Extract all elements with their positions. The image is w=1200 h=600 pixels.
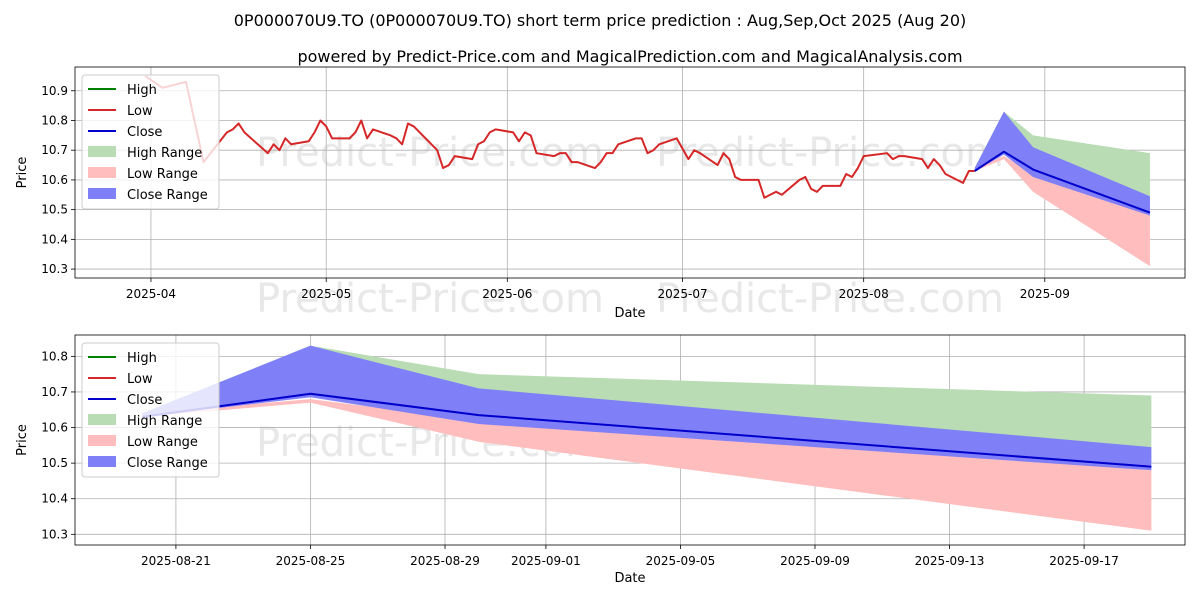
y-tick-label: 10.3	[41, 527, 68, 541]
low-range-band	[974, 156, 1150, 267]
legend-swatch-low-range	[88, 167, 116, 178]
top-panel: Predict-Price.com Predict-Price.com Predic…	[15, 66, 1186, 322]
legend-swatch-low-range	[88, 435, 116, 446]
legend-box	[81, 342, 220, 478]
legend-swatch-close-range	[88, 188, 116, 199]
plot-frame	[74, 66, 1186, 279]
x-tick-label: 2025-09-13	[915, 554, 985, 568]
x-tick-label: 2025-08-29	[410, 554, 480, 568]
legend-label: High Range	[127, 146, 202, 161]
legend-label: Close Range	[127, 188, 208, 203]
legend-label: Low Range	[127, 167, 198, 182]
legend: High Low Close High Range Low Range Close Ran…	[81, 74, 220, 210]
plot-frame	[74, 334, 1186, 546]
watermark: Predict-Price.com Predict-Price.com Predic…	[256, 130, 1004, 322]
x-tick-label: 2025-06	[482, 287, 532, 301]
watermark-text: Predict-Price.com	[656, 130, 1004, 176]
y-tick-label: 10.4	[41, 232, 68, 246]
chart-subtitle: powered by Predict-Price.com and Magical…	[297, 47, 962, 66]
y-tick-label: 10.6	[41, 173, 68, 187]
legend-label: Low	[127, 104, 153, 119]
y-tick-label: 10.8	[41, 113, 68, 127]
legend-label: Low Range	[127, 435, 198, 450]
bottom-panel: Predict-Price.comPredict-Price.com2025-0…	[15, 334, 1186, 586]
legend-label: Close	[127, 393, 162, 408]
legend-label: High Range	[127, 414, 202, 429]
watermark-text: Predict-Price.com	[256, 130, 604, 176]
low-series-line	[144, 75, 975, 199]
x-tick-label: 2025-08-25	[276, 554, 346, 568]
legend-swatch-close-range	[88, 456, 116, 467]
x-tick-label: 2025-05	[301, 287, 351, 301]
legend-label: Low	[127, 372, 153, 387]
chart-title: 0P000070U9.TO (0P000070U9.TO) short term…	[234, 11, 966, 30]
y-tick-label: 10.7	[41, 143, 68, 157]
x-tick-label: 2025-09	[1020, 287, 1070, 301]
x-axis-label: Date	[614, 571, 645, 586]
x-tick-label: 2025-09-17	[1049, 554, 1119, 568]
legend-swatch-high-range	[88, 414, 116, 425]
x-axis-label: Date	[614, 306, 645, 321]
legend-box	[81, 74, 220, 210]
x-tick-label: 2025-08-21	[141, 554, 211, 568]
x-tick-label: 2025-09-01	[511, 554, 581, 568]
x-tick-label: 2025-08	[839, 287, 889, 301]
y-tick-label: 10.6	[41, 421, 68, 435]
legend-label: High	[127, 83, 157, 98]
x-tick-label: 2025-04	[126, 287, 176, 301]
y-tick-label: 10.4	[41, 492, 68, 506]
low-range-band	[142, 399, 1152, 531]
x-tick-label: 2025-09-09	[780, 554, 850, 568]
legend-label: Close Range	[127, 456, 208, 471]
y-tick-label: 10.5	[41, 203, 68, 217]
y-tick-label: 10.9	[41, 84, 68, 98]
x-tick-label: 2025-07	[658, 287, 708, 301]
x-tick-label: 2025-09-05	[646, 554, 716, 568]
legend-label: Close	[127, 125, 162, 140]
close-forecast-line	[974, 150, 1151, 214]
plot-area	[142, 345, 1152, 531]
watermark-text: Predict-Price.com	[256, 276, 604, 322]
legend-swatch-high-range	[88, 146, 116, 157]
y-axis-label: Price	[15, 157, 30, 189]
y-tick-label: 10.8	[41, 349, 68, 363]
y-tick-label: 10.3	[41, 262, 68, 276]
close-forecast-line	[142, 392, 1152, 468]
close-range-band	[142, 345, 1152, 471]
legend-label: High	[127, 351, 157, 366]
y-tick-label: 10.5	[41, 456, 68, 470]
legend: High Low Close High Range Low Range Close Ran…	[81, 342, 220, 478]
y-tick-label: 10.7	[41, 385, 68, 399]
watermark-text: Predict-Price.com	[656, 276, 1004, 322]
y-axis-label: Price	[15, 424, 30, 456]
plot-area	[144, 75, 1151, 267]
close-range-band	[974, 111, 1150, 216]
